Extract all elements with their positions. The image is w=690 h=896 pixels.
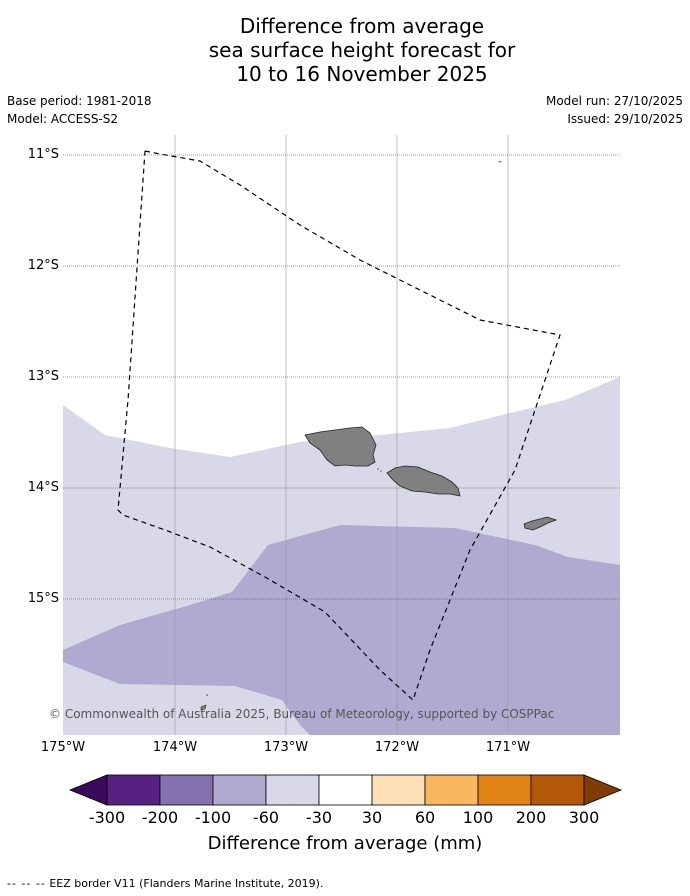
lon-label-172w: 172°W [374, 740, 420, 755]
colorbar-tick-6: 30 [361, 808, 383, 827]
colorbar-tick-7: 60 [414, 808, 436, 827]
lon-label-171w: 171°W [485, 740, 531, 755]
island-small-north [498, 161, 502, 163]
colorbar-segment-3 [212, 774, 267, 806]
island-dot-manono [380, 470, 382, 472]
colorbar-under [68, 774, 108, 806]
copyright-notice: © Commonwealth of Australia 2025, Bureau… [49, 707, 555, 721]
colorbar-tick-5: -30 [305, 808, 333, 827]
chart-title: Difference from average sea surface heig… [0, 14, 690, 86]
map-area [63, 135, 620, 735]
colorbar-segment-2 [159, 774, 214, 806]
colorbar-tick-9: 200 [515, 808, 547, 827]
meridian-gridlines [174, 135, 509, 735]
lat-label-11s: 11°S [27, 147, 59, 162]
model-run: Model run: 27/10/2025 [545, 94, 683, 108]
colorbar-tick-1: -300 [88, 808, 126, 827]
colorbar-segment-6 [371, 774, 426, 806]
eez-legend-text: EEZ border V11 (Flanders Marine Institut… [49, 877, 324, 890]
eez-legend-symbol: -- -- -- [7, 877, 46, 890]
colorbar-tick-3: -100 [194, 808, 232, 827]
issued-date: Issued: 29/10/2025 [567, 112, 683, 126]
island-small-south [200, 704, 207, 711]
colorbar-segment-9 [530, 774, 585, 806]
lat-label-14s: 14°S [27, 480, 59, 495]
colorbar-label: Difference from average (mm) [207, 833, 483, 854]
colorbar-segment-7 [424, 774, 479, 806]
footer-note: -- -- -- EEZ border V11 (Flanders Marine… [7, 877, 323, 890]
lon-label-175w: 175°W [40, 740, 86, 755]
lat-label-15s: 15°S [27, 591, 59, 606]
title-line-3: 10 to 16 November 2025 [236, 62, 488, 86]
island-dot-apolima [377, 468, 379, 470]
island-dot-south [206, 694, 208, 696]
colorbar-over [583, 774, 623, 806]
island-savaii [304, 426, 377, 467]
colorbar-segment-1 [106, 774, 161, 806]
title-line-1: Difference from average [239, 14, 485, 38]
island-upolu [386, 465, 461, 497]
base-period: Base period: 1981-2018 [7, 94, 152, 108]
island-tutuila [523, 516, 558, 531]
colorbar-tick-8: 100 [462, 808, 494, 827]
parallel-gridlines [63, 154, 620, 600]
colorbar-segment-5 [318, 774, 373, 806]
colorbar-tick-4: -60 [252, 808, 280, 827]
lon-label-173w: 173°W [263, 740, 309, 755]
model-name: Model: ACCESS-S2 [7, 112, 119, 126]
colorbar-tick-10: 300 [568, 808, 600, 827]
lat-label-12s: 12°S [27, 258, 59, 273]
title-line-2: sea surface height forecast for [208, 38, 516, 62]
colorbar-segment-4 [265, 774, 320, 806]
lon-label-174w: 174°W [152, 740, 198, 755]
lat-label-13s: 13°S [27, 369, 59, 384]
colorbar-segment-8 [477, 774, 532, 806]
colorbar [68, 774, 623, 806]
eez-border [117, 150, 561, 702]
colorbar-tick-2: -200 [141, 808, 179, 827]
